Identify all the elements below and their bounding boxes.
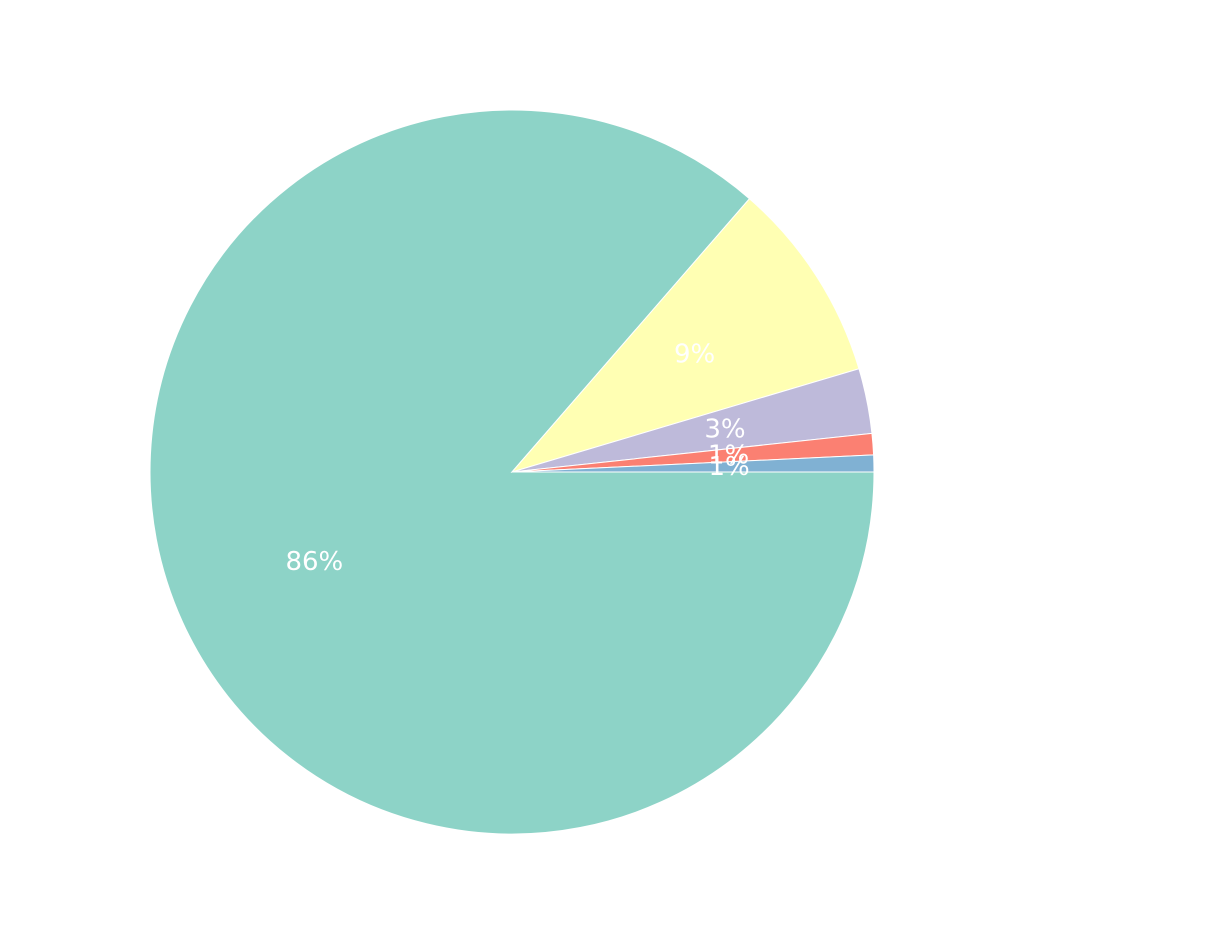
pie-labels: 86%9%3%1%1% (285, 339, 749, 577)
pie-slice-label-4: 1% (709, 452, 750, 482)
pie-slice-label-0: 86% (285, 547, 343, 577)
pie-slice-label-1: 9% (674, 339, 715, 369)
pie-slice-label-3: 1% (708, 440, 749, 470)
pie-slice-4 (511, 454, 875, 473)
pie-slice-1 (510, 198, 860, 473)
pie-slice-label-2: 3% (704, 414, 745, 444)
pie-slices (149, 109, 875, 835)
